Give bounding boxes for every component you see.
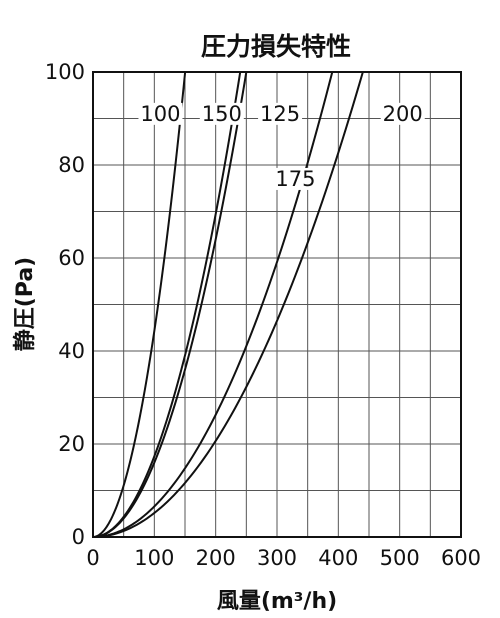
- curve-label-background: [380, 102, 425, 125]
- y-tick-labels: 0 20 40 60 80 100: [45, 60, 85, 549]
- series-curve-100: [92, 71, 187, 538]
- grid: [93, 72, 461, 537]
- y-tick-label: 20: [58, 432, 85, 456]
- curve-label-background: [273, 167, 318, 190]
- x-tick-label: 300: [257, 546, 297, 570]
- chart-title: 圧力損失特性: [201, 32, 351, 61]
- curve-labels: 100 150 125 175 200: [138, 102, 425, 191]
- curve-label-background: [199, 102, 244, 125]
- curve-label-175: 175: [275, 167, 315, 191]
- curve-label-200: 200: [383, 102, 423, 126]
- y-tick-label: 80: [58, 153, 85, 177]
- y-tick-label: 0: [72, 525, 85, 549]
- y-tick-label: 40: [58, 339, 85, 363]
- curve-label-150: 150: [202, 102, 242, 126]
- curves: [92, 71, 364, 538]
- y-tick-label: 60: [58, 246, 85, 270]
- series-curve-175: [92, 71, 334, 538]
- series-curve-200: [92, 71, 364, 538]
- x-tick-label: 500: [380, 546, 420, 570]
- series-curve-125: [92, 71, 242, 538]
- curve-label-100: 100: [140, 102, 180, 126]
- x-tick-label: 100: [134, 546, 174, 570]
- y-tick-label: 100: [45, 60, 85, 84]
- curve-label-background: [258, 102, 303, 125]
- curve-label-125: 125: [260, 102, 300, 126]
- x-tick-label: 200: [196, 546, 236, 570]
- x-tick-label: 0: [86, 546, 99, 570]
- curve-label-background: [138, 102, 183, 125]
- x-tick-label: 400: [318, 546, 358, 570]
- x-axis-label: 風量(m³/h): [217, 589, 337, 614]
- plot-frame: [92, 71, 462, 538]
- y-axis-label: 静圧(Pa): [12, 257, 38, 352]
- x-tick-label: 600: [441, 546, 481, 570]
- x-tick-labels: 0 100 200 300 400 500 600: [86, 546, 481, 570]
